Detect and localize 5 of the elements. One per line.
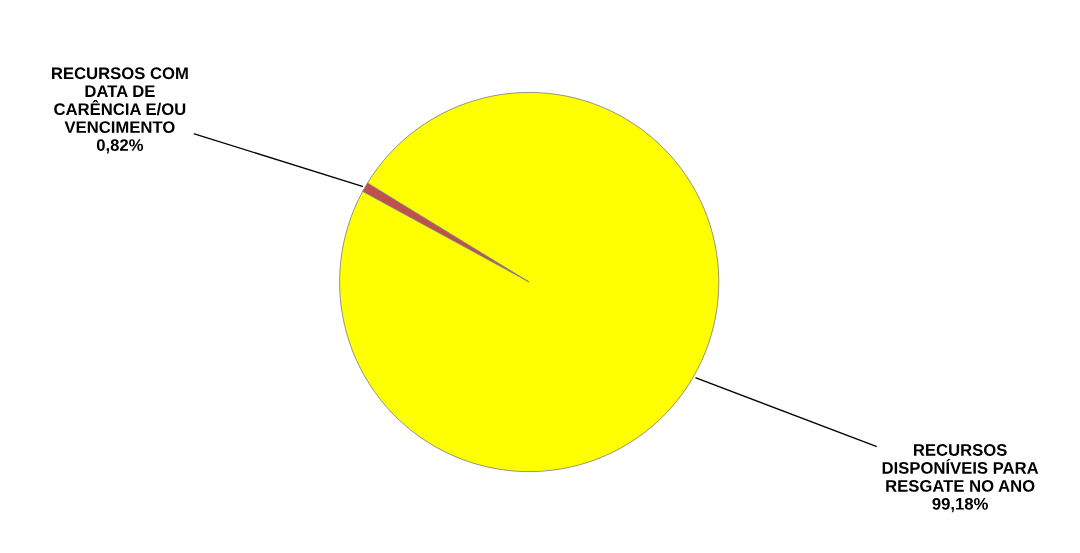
slice-label: RECURSOS DISPONÍVEIS PARA RESGATE NO ANO [882,444,1039,492]
slice-label: RECURSOS COM DATA DE CARÊNCIA E/OU VENCIMENTO [52,67,188,134]
data-label: 99,18% [932,497,988,513]
pie-slice [339,92,720,473]
data-label: 0,82% [96,139,144,154]
